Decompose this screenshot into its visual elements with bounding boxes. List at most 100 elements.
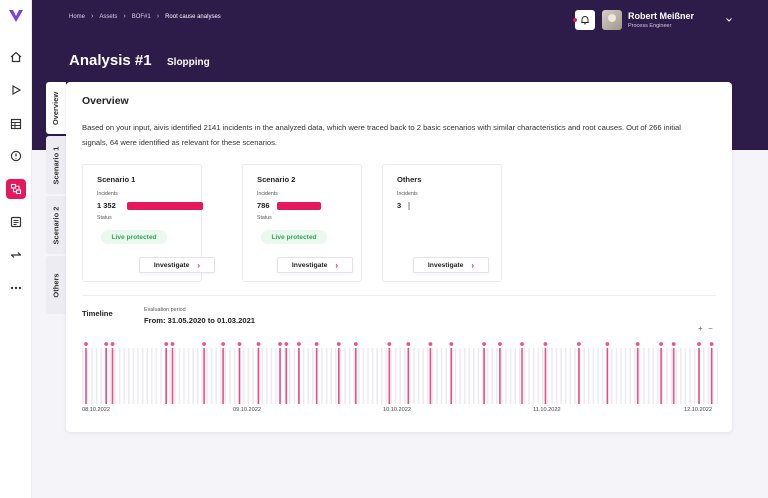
timeline-incident-dot[interactable]: [449, 342, 454, 346]
timeline-incident-dot[interactable]: [428, 342, 433, 346]
timeline-stripe: [123, 348, 125, 404]
timeline-incident-dot[interactable]: [297, 342, 301, 346]
timeline-incident-dot[interactable]: [353, 342, 358, 346]
timeline-incident[interactable]: [636, 348, 639, 404]
timeline-incident-dot[interactable]: [482, 342, 486, 346]
timeline-incident[interactable]: [238, 348, 241, 404]
timeline-incident-dot[interactable]: [336, 342, 341, 346]
investigate-button[interactable]: Investigate ›: [277, 257, 353, 273]
timeline-incident-dot[interactable]: [659, 342, 663, 346]
scenario-card-2: Scenario 2 Incidents 786 Status Live pro…: [242, 164, 362, 282]
timeline-incident[interactable]: [407, 348, 410, 404]
timeline-incident[interactable]: [521, 348, 523, 404]
timeline-incident-dot[interactable]: [237, 342, 242, 346]
tab-overview[interactable]: Overview: [46, 82, 66, 134]
timeline-incident-dot[interactable]: [84, 342, 88, 346]
timeline-incidents: [84, 342, 714, 404]
timeline-incident[interactable]: [315, 348, 318, 404]
timeline-incident[interactable]: [606, 348, 609, 404]
timeline-incident[interactable]: [298, 348, 300, 404]
timeline-incident-dot[interactable]: [406, 342, 411, 346]
tab-others[interactable]: Others: [46, 256, 66, 314]
timeline-incident[interactable]: [499, 348, 501, 404]
more-icon[interactable]: [6, 278, 26, 298]
timeline-incident[interactable]: [171, 348, 174, 404]
timeline-incident-dot[interactable]: [543, 342, 548, 346]
timeline-incident[interactable]: [338, 348, 340, 404]
timeline-date-label: 08.10.2022: [82, 407, 110, 413]
notifications-button[interactable]: [573, 10, 595, 30]
timeline-incident-dot[interactable]: [164, 342, 169, 346]
incidents-bar: [127, 202, 203, 210]
timeline-stripe: [560, 348, 562, 404]
timeline-incident[interactable]: [429, 348, 432, 404]
notes-icon[interactable]: [6, 212, 26, 232]
timeline-incident-dot[interactable]: [520, 342, 524, 346]
timeline-incident-dot[interactable]: [256, 342, 261, 346]
timeline-incident[interactable]: [165, 348, 167, 404]
zoom-out-button[interactable]: −: [708, 324, 713, 333]
user-name[interactable]: Robert Meißner: [628, 11, 695, 21]
timeline-incident-dot[interactable]: [278, 342, 282, 346]
play-icon[interactable]: [6, 80, 26, 100]
timeline-incident[interactable]: [85, 348, 87, 404]
timeline-stripe: [588, 348, 590, 404]
breadcrumb-assets[interactable]: Assets: [99, 13, 118, 20]
home-icon[interactable]: [6, 47, 26, 67]
timeline-incident-dot[interactable]: [498, 342, 502, 346]
chevron-down-icon[interactable]: [724, 15, 734, 25]
timeline-incident-dot[interactable]: [387, 342, 392, 346]
table-icon[interactable]: [6, 114, 26, 134]
timeline-incident[interactable]: [222, 348, 224, 404]
breadcrumb-home[interactable]: Home: [69, 13, 86, 20]
timeline-incident-dot[interactable]: [202, 342, 206, 346]
timeline-stripe: [413, 348, 415, 404]
tab-scenario-1[interactable]: Scenario 1: [46, 136, 66, 194]
timeline-incident[interactable]: [257, 348, 260, 404]
timeline-incident[interactable]: [698, 348, 700, 404]
timeline-incident-dot[interactable]: [605, 342, 610, 346]
timeline-incident[interactable]: [672, 348, 675, 404]
timeline-incident-dot[interactable]: [709, 342, 714, 346]
compare-icon[interactable]: [6, 245, 26, 265]
timeline-incident[interactable]: [203, 348, 205, 404]
timeline-incident[interactable]: [544, 348, 547, 404]
timeline-incident[interactable]: [660, 348, 662, 404]
timeline-incident[interactable]: [105, 348, 107, 404]
timeline-incident-dot[interactable]: [577, 342, 581, 346]
breadcrumb-asset[interactable]: BOF#1: [131, 13, 151, 20]
timeline-incident[interactable]: [388, 348, 391, 404]
timeline-incident[interactable]: [285, 348, 288, 404]
tab-scenario-2[interactable]: Scenario 2: [46, 196, 66, 254]
timeline-incident-dot[interactable]: [314, 342, 319, 346]
incidents-label: Incidents: [257, 191, 278, 197]
timeline-incident[interactable]: [483, 348, 485, 404]
timeline-incident-dot[interactable]: [170, 342, 175, 346]
zoom-in-button[interactable]: +: [698, 324, 703, 333]
investigate-button[interactable]: Investigate ›: [413, 257, 489, 273]
chevron-right-icon: ›: [471, 260, 475, 270]
investigate-button[interactable]: Investigate ›: [139, 257, 215, 273]
timeline-stripe: [675, 348, 677, 404]
timeline-stripe: [312, 348, 314, 404]
timeline-stripe: [569, 348, 572, 404]
timeline-incident-dot[interactable]: [110, 342, 115, 346]
timeline-incident-dot[interactable]: [104, 342, 109, 346]
timeline-stripe: [348, 348, 351, 404]
timeline-incident[interactable]: [355, 348, 357, 404]
timeline-incident-dot[interactable]: [671, 342, 676, 346]
avatar[interactable]: [602, 10, 622, 30]
analysis-icon[interactable]: [6, 179, 26, 199]
timeline-incident[interactable]: [450, 348, 453, 404]
timeline-incident-dot[interactable]: [284, 342, 289, 346]
timeline-chart[interactable]: [80, 334, 718, 406]
timeline-incident-dot[interactable]: [635, 342, 640, 346]
alert-icon[interactable]: [6, 146, 26, 166]
timeline-incident[interactable]: [279, 348, 281, 404]
timeline-incident-dot[interactable]: [697, 342, 701, 346]
timeline-incident[interactable]: [710, 348, 713, 404]
timeline-incident[interactable]: [578, 348, 580, 404]
aivis-logo[interactable]: [8, 8, 24, 24]
timeline-incident-dot[interactable]: [221, 342, 226, 346]
timeline-incident[interactable]: [111, 348, 114, 404]
